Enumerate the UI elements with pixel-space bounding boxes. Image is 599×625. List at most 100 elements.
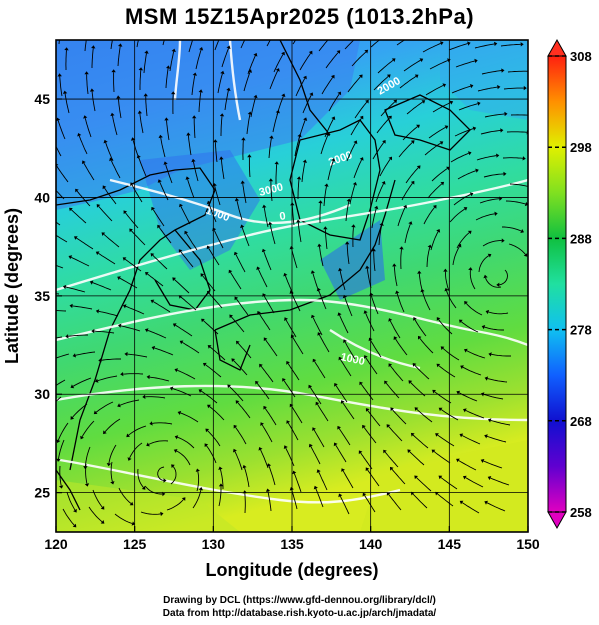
streamline-arrowhead (379, 222, 384, 226)
streamline (287, 422, 299, 441)
streamline-arrowhead (269, 135, 274, 139)
streamline (395, 338, 408, 356)
streamline (479, 198, 500, 204)
streamline-arrowhead (265, 488, 271, 492)
streamline-arrowhead (235, 400, 240, 404)
streamline (477, 86, 498, 92)
streamline-arrowhead (198, 89, 203, 93)
streamline-arrowhead (311, 314, 315, 319)
streamline-arrowhead (171, 464, 175, 469)
streamline (265, 339, 278, 357)
streamline-arrowhead (70, 384, 75, 389)
streamline-arrowhead (408, 380, 413, 384)
streamline (285, 319, 297, 338)
streamline-arrowhead (207, 290, 211, 295)
streamline (92, 489, 103, 508)
streamline (147, 273, 164, 287)
streamline-arrowhead (150, 299, 155, 304)
streamline-arrowhead (124, 351, 128, 357)
colorbar-tick-label: 278 (570, 323, 592, 338)
streamline-arrowhead (438, 475, 443, 480)
streamline (170, 466, 177, 485)
streamline (433, 451, 451, 464)
streamline (490, 477, 510, 486)
streamline (353, 159, 363, 179)
streamline-arrowhead (488, 352, 492, 357)
streamline-arrowhead (390, 407, 394, 412)
streamline (426, 247, 431, 268)
streamline-arrowhead (100, 520, 105, 524)
streamline-arrowhead (173, 449, 178, 453)
streamline (365, 357, 378, 375)
colorbar-tick-label: 298 (570, 140, 592, 155)
streamline (159, 181, 169, 201)
streamline (376, 117, 391, 134)
streamline-arrowhead (501, 238, 505, 243)
streamline (419, 338, 434, 354)
streamline (56, 293, 60, 295)
streamline (434, 391, 452, 404)
streamline (152, 422, 173, 425)
streamline-arrowhead (72, 353, 76, 358)
streamline-arrowhead (388, 115, 392, 120)
streamline (136, 40, 139, 48)
streamline (152, 301, 171, 313)
streamline-arrowhead (391, 58, 396, 62)
streamline-arrowhead (144, 50, 149, 54)
streamline-arrowhead (50, 136, 54, 140)
streamline-arrowhead (364, 49, 369, 54)
streamline (314, 360, 326, 379)
streamline (414, 319, 427, 337)
streamline-arrowhead (330, 74, 335, 79)
streamline (84, 446, 91, 467)
y-tick-label: 35 (34, 288, 50, 304)
streamline-arrowhead (480, 459, 485, 463)
streamline (482, 240, 502, 247)
streamline (370, 40, 381, 48)
streamline (428, 126, 446, 139)
streamline (469, 270, 476, 290)
streamline-arrowhead (91, 45, 96, 49)
streamline-arrowhead (446, 166, 450, 171)
streamline-arrowhead (158, 134, 163, 139)
streamline-arrowhead (126, 433, 130, 438)
streamlines (50, 31, 528, 528)
streamline (127, 353, 148, 358)
streamline (486, 502, 506, 512)
streamline-arrowhead (69, 207, 73, 212)
streamline-arrowhead (145, 272, 149, 276)
streamline-arrowhead (365, 467, 370, 472)
streamline-arrowhead (257, 311, 261, 315)
streamline-arrowhead (172, 277, 176, 282)
x-tick-label: 130 (202, 536, 226, 552)
streamline (446, 290, 457, 309)
x-tick-label: 125 (123, 536, 147, 552)
streamline-arrowhead (313, 485, 318, 490)
streamline (240, 40, 246, 49)
streamline-arrowhead (456, 458, 460, 463)
streamline-arrowhead (468, 267, 473, 271)
streamline (177, 436, 195, 449)
streamline-arrowhead (358, 450, 363, 455)
streamline-arrowhead (416, 124, 420, 129)
streamline-arrowhead (260, 422, 264, 426)
x-axis-label: Longitude (degrees) (205, 560, 378, 580)
streamline-arrowhead (393, 99, 397, 104)
streamline (503, 87, 524, 90)
streamline-arrowhead (136, 154, 141, 159)
streamline (452, 246, 460, 266)
streamline-arrowhead (213, 139, 218, 143)
streamline (363, 427, 377, 444)
streamline (154, 347, 174, 356)
streamline (112, 115, 118, 136)
streamline (506, 131, 527, 133)
streamline (152, 209, 165, 227)
streamline-arrowhead (198, 487, 203, 491)
streamline-arrowhead (118, 323, 122, 328)
streamline-arrowhead (84, 483, 90, 487)
streamline-arrowhead (111, 31, 115, 34)
streamline (450, 152, 469, 163)
streamline-arrowhead (457, 243, 462, 248)
streamline-arrowhead (365, 408, 370, 412)
streamline (449, 208, 466, 223)
